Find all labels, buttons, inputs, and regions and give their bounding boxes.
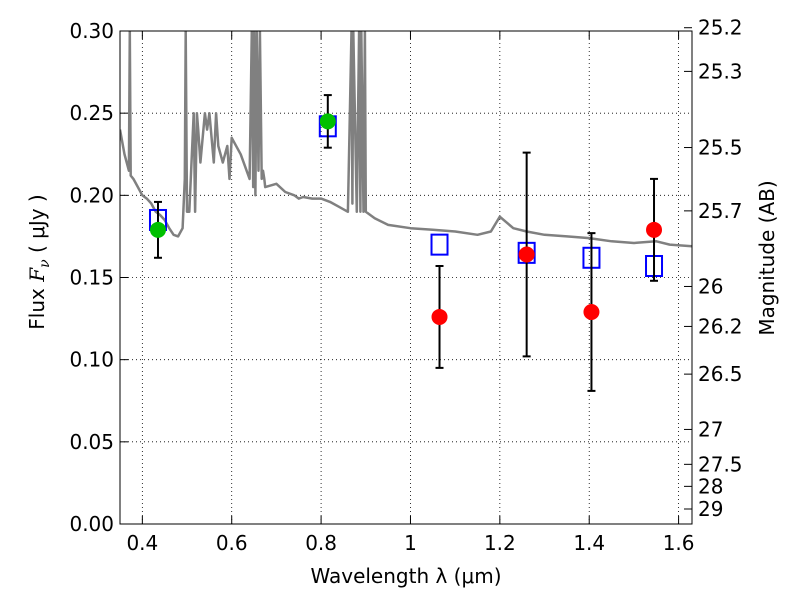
y2-tick-label: 29 (698, 497, 723, 521)
red-photometry-point (583, 304, 600, 321)
tick-layer: 0.4 0.6 0.8 1 1.2 1.4 1.6 0.00 0.05 0.10 0.15 0.20 0… (69, 16, 742, 555)
red-photometry-point (518, 246, 535, 263)
y-axis-label: Flux Fν ( μJy ) (25, 194, 53, 329)
y2-tick-label: 25.5 (698, 136, 743, 160)
y2-tick-label: 28 (698, 474, 723, 498)
plot-frame (119, 30, 693, 525)
red-photometry-point (431, 308, 448, 325)
y-axis-label-subscript: ν (37, 259, 53, 268)
model-photometry-square (430, 233, 449, 256)
y2-tick-label: 27.5 (698, 452, 743, 476)
y-tick-label: 0.10 (69, 348, 114, 372)
x-tick-label: 0.6 (216, 531, 248, 555)
y2-tick-label: 25.2 (698, 16, 743, 40)
x-tick-label: 1 (404, 531, 417, 555)
y2-tick-label: 25.3 (698, 59, 743, 83)
x-axis-label: Wavelength λ (μm) (310, 564, 501, 588)
y2-tick-label: 25.7 (698, 199, 743, 223)
red-photometry-point (646, 221, 663, 238)
y-axis-label-post: ( μJy ) (25, 194, 49, 259)
grid-layer (120, 30, 692, 525)
y2-tick-label: 26.2 (698, 314, 743, 338)
x-tick-label: 1.2 (484, 531, 516, 555)
green-photometry-point (149, 221, 166, 238)
green-photometry-point (319, 113, 336, 130)
x-tick-label: 1.4 (573, 531, 605, 555)
x-tick-label: 1.6 (663, 531, 695, 555)
y-tick-label: 0.30 (69, 19, 114, 43)
y-tick-label: 0.25 (69, 101, 114, 125)
y-axis-label-symbol: F (25, 267, 49, 283)
model-spectrum-line (120, 31, 692, 248)
y2-tick-label: 26.5 (698, 362, 743, 386)
y-tick-label: 0.05 (69, 430, 114, 454)
x-tick-label: 0.4 (126, 531, 158, 555)
model-spectrum-layer (120, 31, 692, 248)
y2-tick-label: 27 (698, 417, 723, 441)
data-markers-layer (148, 94, 664, 392)
y2-axis-label: Magnitude (AB) (755, 180, 779, 335)
x-tick-label: 0.8 (305, 531, 337, 555)
y2-tick-label: 26 (698, 274, 723, 298)
y-axis-label-pre: Flux (25, 282, 49, 330)
y-tick-label: 0.20 (69, 183, 114, 207)
y-tick-label: 0.15 (69, 266, 114, 290)
y-tick-label: 0.00 (69, 512, 114, 536)
